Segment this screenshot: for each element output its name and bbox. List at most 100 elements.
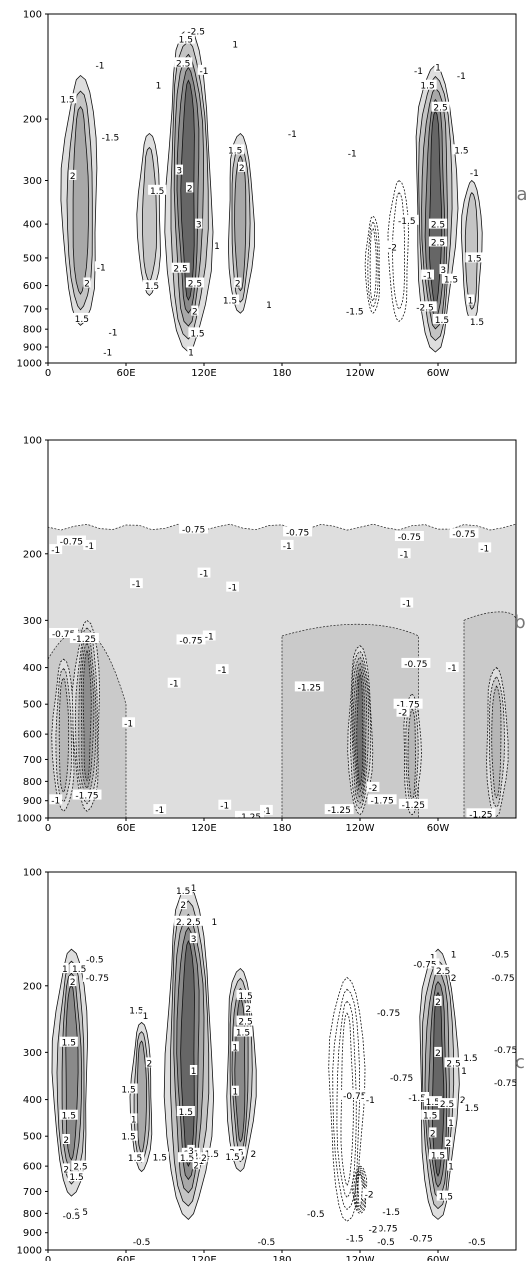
contour-label: -1 <box>97 263 106 273</box>
contour-label: 1.5 <box>238 992 252 1002</box>
y-tick-label: 200 <box>23 115 42 126</box>
y-tick-label: 400 <box>23 220 42 231</box>
contour-label: -1 <box>124 719 133 729</box>
contour-label-bg <box>362 1188 376 1199</box>
contour-label: 1 <box>448 1119 454 1129</box>
contour-label: 1 <box>451 951 457 961</box>
contour-label-bg <box>98 131 123 142</box>
contour-label-bg <box>244 1003 252 1014</box>
contour-label-bg <box>59 1109 78 1120</box>
contour-label: -1 <box>470 169 479 179</box>
contour-label: -1 <box>414 67 423 77</box>
contour-label-bg <box>188 327 207 338</box>
contour-label: -1.25 <box>298 683 321 693</box>
contour-label: 1 <box>461 1067 467 1077</box>
contour-label-bg <box>413 301 437 312</box>
x-tick-label: 180 <box>272 1255 291 1261</box>
contour-label: 2 <box>187 184 193 194</box>
contour-label-bg <box>465 1236 489 1247</box>
contour-label-bg <box>200 1152 208 1163</box>
contour-label: 2 <box>239 164 245 174</box>
x-tick-label: 60W <box>427 1255 450 1261</box>
contour-label: -0.5 <box>307 1210 325 1220</box>
contour-label: -0.75 <box>377 1009 400 1019</box>
contour-label-bg <box>445 662 459 673</box>
contour-label-bg <box>231 1041 239 1052</box>
y-tick-label: 700 <box>23 1187 42 1198</box>
contour-label: 1.5 <box>150 187 164 197</box>
contour-label-bg <box>447 1117 455 1127</box>
contour-label-bg <box>455 70 468 80</box>
y-tick-label: 400 <box>23 1095 42 1106</box>
contour-label-bg <box>374 1006 404 1017</box>
contour--1_5 <box>340 1012 354 1187</box>
contour-label: -2 <box>398 709 407 719</box>
contour-label: 2.5 <box>176 59 190 69</box>
y-tick-label: 100 <box>23 10 42 21</box>
contour-label-bg <box>191 305 199 316</box>
contour-label: 2 <box>70 978 76 988</box>
contour-label: 1.5 <box>223 297 237 307</box>
contour-label-bg <box>465 252 484 263</box>
contour-label: -0.5 <box>133 1238 151 1248</box>
contour-label-bg <box>491 1076 516 1087</box>
contour-label: -0.75 <box>398 533 421 543</box>
contour-label: -0.75 <box>413 960 436 970</box>
contour-label: 2.5 <box>176 918 190 928</box>
contour-label: -2 <box>388 243 397 253</box>
contour-label: -1 <box>220 802 229 812</box>
contour-label: -0.5 <box>86 956 104 966</box>
contour-label-bg <box>462 1102 481 1113</box>
y-tick-label: 300 <box>23 176 42 187</box>
contour-label-bg <box>174 915 193 926</box>
contour-label: 1 <box>448 1163 454 1173</box>
y-tick-label: 900 <box>23 796 42 807</box>
contour-label: 1.5 <box>153 1154 167 1164</box>
contour-label-bg <box>176 1106 195 1116</box>
contour-label-bg <box>260 804 273 815</box>
contour-label-bg <box>428 218 448 229</box>
panel-a: -11.52-1.5-121.5-1-111.51.51.5-2.52.5-13… <box>17 10 528 380</box>
contour-label: -1 <box>218 666 227 676</box>
contour-label: 1.5 <box>72 965 86 975</box>
contour-label: -1 <box>400 550 409 560</box>
contour-label-bg <box>395 214 419 225</box>
contour-label-bg <box>423 1096 442 1107</box>
contour-label-bg <box>398 798 428 809</box>
contour-label-bg <box>434 1046 442 1057</box>
y-tick-label: 500 <box>23 253 42 264</box>
contour-label-bg <box>202 630 216 641</box>
contour-label-bg <box>197 64 211 75</box>
y-tick-label: 900 <box>23 343 42 354</box>
y-tick-label: 1000 <box>17 814 42 825</box>
contour-label: -0.5 <box>377 1238 395 1248</box>
contour-label: 1.5 <box>129 1007 143 1017</box>
contour-label: 2 <box>63 1136 69 1146</box>
contour-label: 2 <box>435 998 441 1008</box>
contour-label: 2.5 <box>188 280 202 290</box>
contour-label: 1.5 <box>470 318 484 328</box>
contour-label-bg <box>70 963 89 973</box>
contour-label-bg <box>431 101 450 112</box>
contour-label: 1 <box>232 41 238 51</box>
contour-label-bg <box>176 33 195 44</box>
contour-label: -1 <box>283 542 292 552</box>
contour-label-bg <box>148 184 167 195</box>
contour-label: -1 <box>480 544 489 554</box>
contour-label: 2.5 <box>436 967 450 977</box>
contour-label: 2 <box>435 1049 441 1059</box>
contour-label: 1.5 <box>420 82 434 92</box>
contour-label-bg <box>401 657 431 668</box>
contour-label-bg <box>434 61 442 72</box>
contour-label-bg <box>69 976 77 987</box>
contour-label-bg <box>460 1065 468 1075</box>
contour-label-bg <box>192 1159 200 1170</box>
contour-label-bg <box>150 1151 169 1162</box>
contour-label-bg <box>488 948 513 959</box>
contour-label-bg <box>438 1098 457 1109</box>
contour-label-bg <box>186 182 194 193</box>
y-tick-label: 500 <box>23 1132 42 1143</box>
contour-label-bg <box>434 964 453 975</box>
contour-label-bg <box>226 581 239 592</box>
contour-label-bg <box>491 1044 516 1055</box>
